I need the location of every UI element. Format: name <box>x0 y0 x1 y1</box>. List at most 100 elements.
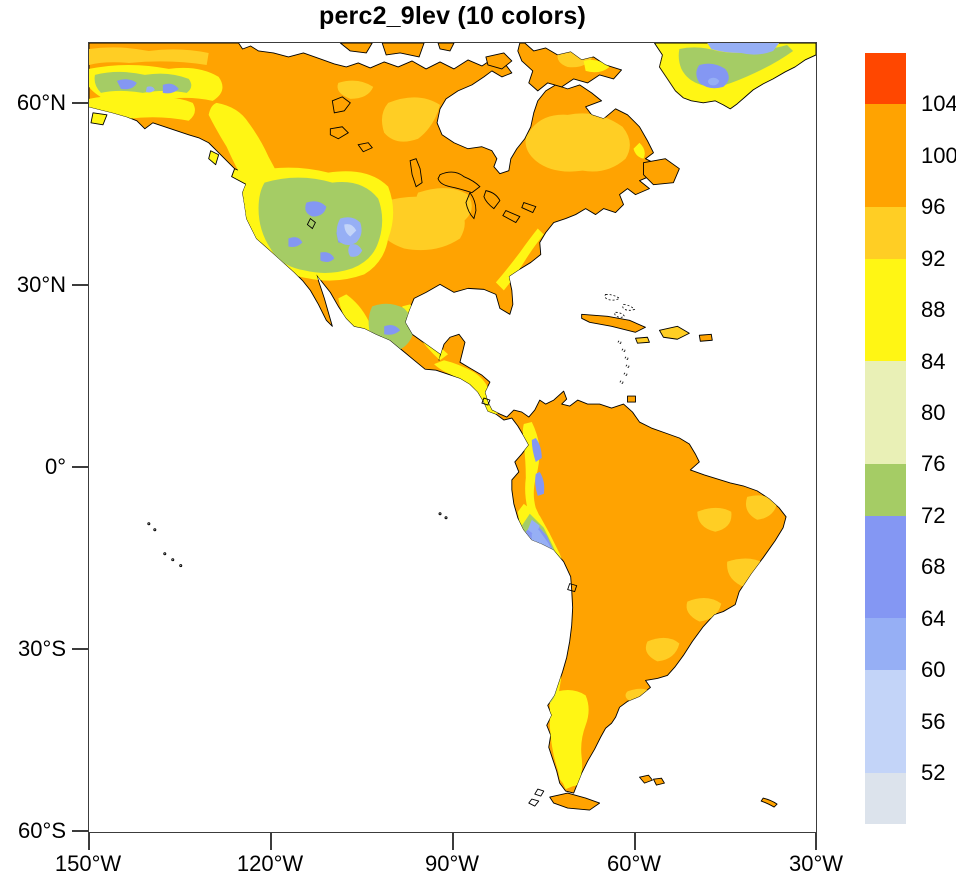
lesser-antilles <box>617 340 622 345</box>
x-axis-tick-label: 150°W <box>54 851 122 876</box>
galapagos <box>444 516 448 520</box>
lake-superior <box>437 171 481 194</box>
lesser-antilles <box>623 372 628 376</box>
lake-outlines <box>306 96 578 593</box>
tierra-del-fuego <box>549 792 601 811</box>
colorbar-box <box>865 515 906 619</box>
colorbar-box <box>865 53 906 105</box>
marquesas <box>153 528 157 532</box>
x-axis-tick <box>88 833 90 850</box>
fuegian-islet <box>534 788 545 797</box>
x-axis-tick-label: 60°W <box>606 851 662 876</box>
x-axis-tick <box>270 833 272 850</box>
colorbar-label: 88 <box>921 297 946 322</box>
great-bear-lake <box>331 96 351 114</box>
y-axis-tick <box>72 284 89 286</box>
lake-ontario <box>521 202 537 214</box>
puerto-rico <box>698 333 713 342</box>
colorbar-label: 72 <box>921 503 946 528</box>
bahamas <box>604 293 621 301</box>
y-axis-tick <box>72 102 89 104</box>
lesser-antilles <box>619 380 624 384</box>
colorbar-label: 64 <box>921 606 946 631</box>
x-axis-tick <box>634 833 636 850</box>
y-axis-tick-label: 60°N <box>16 90 66 115</box>
tuamotu <box>179 564 183 568</box>
lake-winnipeg <box>409 158 423 188</box>
x-axis-tick <box>815 833 817 850</box>
colorbar-label: 80 <box>921 400 946 425</box>
tuamotu <box>163 552 167 556</box>
lake-huron <box>483 190 501 210</box>
newfoundland <box>643 158 680 186</box>
colorbar-box <box>865 104 906 208</box>
page-title: perc2_9lev (10 colors) <box>318 2 587 30</box>
lesser-antilles <box>624 356 629 360</box>
colorbar-box <box>865 361 906 465</box>
colorbar <box>865 53 906 825</box>
fuegian-islet <box>528 798 540 807</box>
x-axis-tick-label: 120°W <box>236 851 304 876</box>
y-axis-tick-label: 30°S <box>18 636 66 661</box>
colorbar-box <box>865 669 906 773</box>
y-axis-tick-label: 0° <box>44 454 66 479</box>
colorbar-label: 76 <box>921 451 946 476</box>
bahamas <box>622 303 636 311</box>
lake-nicaragua <box>481 397 491 406</box>
y-axis-tick <box>72 466 89 468</box>
great-salt-lake <box>306 217 316 230</box>
great-slave-lake <box>329 126 350 140</box>
haida-gwaii <box>208 150 220 166</box>
kodiak-island <box>90 112 108 126</box>
tuamotu <box>171 558 175 562</box>
y-axis-tick-label: 60°S <box>18 818 66 843</box>
colorbar-label: 56 <box>921 709 946 734</box>
banks-island <box>339 43 373 54</box>
colorbar-label: 68 <box>921 554 946 579</box>
colorbar-label: 100 <box>921 143 956 168</box>
victoria-island <box>381 43 425 58</box>
hispaniola <box>658 325 690 340</box>
colorbar-label: 104 <box>921 91 956 116</box>
colorbar-box <box>865 618 906 670</box>
x-axis-tick <box>452 833 454 850</box>
prince-of-wales-island <box>437 43 455 52</box>
colorbar-box <box>865 464 906 516</box>
pacific-islets <box>147 512 448 568</box>
marquesas <box>147 522 151 526</box>
colorbar-box <box>865 772 906 825</box>
southampton-island <box>485 52 513 70</box>
colorbar-label: 84 <box>921 349 946 374</box>
y-axis-tick <box>72 830 89 832</box>
y-axis-tick-label: 30°N <box>16 272 66 297</box>
colorbar-label: 60 <box>921 657 946 682</box>
colorbar-box <box>865 258 906 362</box>
colorbar-label: 92 <box>921 246 946 271</box>
lesser-antilles <box>621 348 626 353</box>
landmass-group <box>89 43 816 811</box>
lake-athabasca <box>357 142 373 153</box>
colorbar-label: 96 <box>921 194 946 219</box>
falkland-east <box>652 777 665 786</box>
colorbar-label: 52 <box>921 760 946 785</box>
lake-erie <box>502 210 521 224</box>
lake-titicaca <box>567 583 578 593</box>
lesser-antilles <box>625 364 630 368</box>
plot-frame <box>88 42 817 833</box>
x-axis-tick-label: 30°W <box>788 851 844 876</box>
galapagos <box>438 512 442 516</box>
trinidad <box>627 395 636 403</box>
falkland-west <box>639 774 653 784</box>
dashed-islands <box>604 293 636 384</box>
x-axis-tick-label: 90°W <box>424 851 480 876</box>
map-svg <box>89 43 816 811</box>
y-axis-tick <box>72 648 89 650</box>
jamaica <box>635 336 650 344</box>
lake-michigan <box>465 191 477 220</box>
americas-mainland <box>89 43 787 794</box>
colorbar-box <box>865 207 906 259</box>
south-georgia <box>760 797 778 808</box>
bahamas <box>614 311 626 318</box>
cuba <box>581 313 646 333</box>
